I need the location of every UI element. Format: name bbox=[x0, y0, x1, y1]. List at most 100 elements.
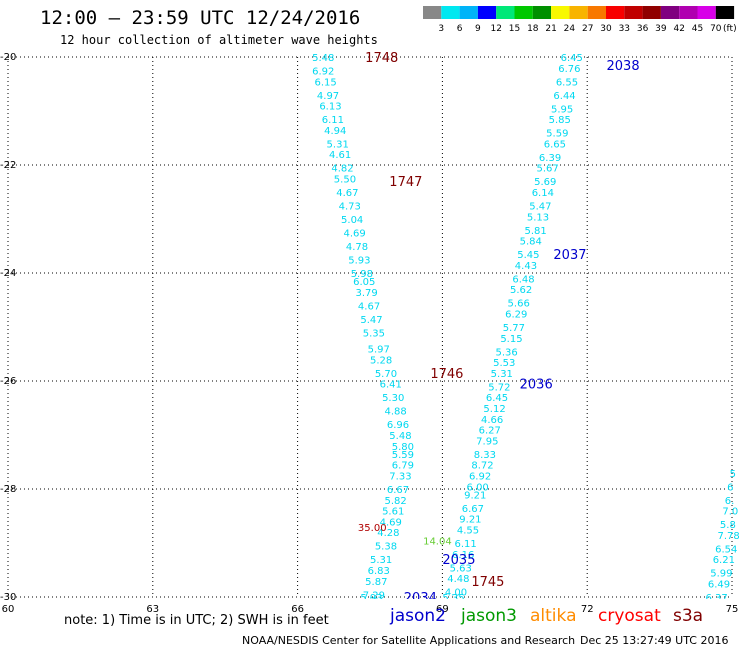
colorbar-tick-label: 36 bbox=[637, 24, 649, 34]
wave-height-value: 6.49 bbox=[708, 580, 730, 591]
wave-height-value: 6.16 bbox=[452, 550, 474, 561]
wave-height-value: 5.53 bbox=[493, 358, 515, 369]
wave-height-value: 5.28 bbox=[370, 355, 392, 366]
colorbar-tick-label: 24 bbox=[564, 24, 576, 34]
wave-height-value: 6.54 bbox=[715, 544, 737, 555]
wave-height-value: 5.12 bbox=[483, 404, 505, 415]
wave-height-value: 6.67 bbox=[462, 504, 484, 515]
x-tick-label: 69 bbox=[436, 604, 449, 615]
wave-height-value: 6.41 bbox=[380, 380, 402, 391]
colorbar-tick-label: 3 bbox=[438, 24, 444, 34]
colorbar-swatch bbox=[624, 6, 643, 19]
wave-height-value: 6.39 bbox=[539, 153, 561, 164]
pass-time-label: 1748 bbox=[365, 51, 398, 66]
wave-height-value: 5.95 bbox=[551, 104, 573, 115]
wave-height-value: 5.55 bbox=[703, 607, 725, 618]
colorbar-swatch bbox=[477, 6, 497, 19]
wave-height-value: 6 bbox=[727, 482, 733, 493]
wave-height-value: 5.47 bbox=[360, 315, 382, 326]
wave-height-value: 5.67 bbox=[537, 164, 559, 175]
wave-height-value: 6.45 bbox=[486, 393, 508, 404]
wave-height-value: 6.67 bbox=[387, 485, 409, 496]
colorbar-tick-label: 9 bbox=[475, 24, 481, 34]
colorbar-swatch bbox=[606, 6, 625, 19]
pass-time-label: 2035 bbox=[442, 553, 475, 568]
wave-height-value: 5.84 bbox=[520, 237, 542, 248]
color-scale-legend: 3 6 9 12 15 18 21 24 27 30 33 36 39 42 45 70 (ft) bbox=[423, 6, 737, 34]
wave-height-value: 6.79 bbox=[392, 461, 414, 472]
wave-height-value: 6.55 bbox=[556, 77, 578, 88]
wave-height-value: 4.67 bbox=[358, 301, 380, 312]
wave-height-value: 5.48 bbox=[312, 53, 334, 64]
wave-height-value: 5.93 bbox=[348, 256, 370, 267]
wave-height-value: 5.98 bbox=[351, 269, 373, 280]
wave-height-value: 5.48 bbox=[389, 431, 411, 442]
wave-height-value: 4.28 bbox=[377, 528, 399, 539]
wave-height-value: 5.77 bbox=[503, 323, 525, 334]
colorbar-swatch bbox=[642, 6, 661, 19]
wave-height-value: 4.94 bbox=[324, 126, 346, 137]
wave-height-value: 4.73 bbox=[339, 202, 361, 213]
wave-height-value: 6. bbox=[725, 496, 735, 507]
colorbar-tick-label: 21 bbox=[545, 24, 556, 34]
wave-height-value: 5.38 bbox=[375, 542, 397, 553]
colorbar-swatch bbox=[532, 6, 552, 19]
wave-height-value: 4.82 bbox=[331, 164, 353, 175]
wave-height-value: 5.69 bbox=[534, 177, 556, 188]
wave-height-value: 5.87 bbox=[365, 577, 387, 588]
wave-height-value: 7.95 bbox=[476, 436, 498, 447]
wave-height-value: 6.76 bbox=[558, 64, 580, 75]
wave-height-value: 6.00 bbox=[467, 482, 489, 493]
wave-height-value-high: 35.00 bbox=[358, 523, 387, 534]
wave-height-value: 4.55 bbox=[457, 526, 479, 537]
pass-time-label: 2036 bbox=[520, 378, 553, 393]
wave-height-value: 6.21 bbox=[713, 555, 735, 566]
wave-height-value: 4.00 bbox=[445, 588, 467, 599]
wave-height-value: 5.82 bbox=[384, 496, 406, 507]
colorbar-tick-label: 33 bbox=[619, 24, 630, 34]
y-tick-label: -20 bbox=[0, 52, 16, 63]
wave-height-value: 6.65 bbox=[544, 139, 566, 150]
wave-height-value: 7.29 bbox=[363, 590, 385, 601]
wave-height-value: 5.70 bbox=[375, 369, 397, 380]
wave-height-value: 5.04 bbox=[341, 215, 363, 226]
wave-height-value: 5 bbox=[730, 469, 736, 480]
chart-subtitle: 12 hour collection of altimeter wave hei… bbox=[60, 33, 378, 47]
wave-height-value: 9.21 bbox=[464, 490, 486, 501]
wave-height-value: 5.30 bbox=[382, 393, 404, 404]
wave-height-value: 6.13 bbox=[701, 620, 723, 631]
wave-height-value: 5.36 bbox=[495, 347, 517, 358]
colorbar-swatch bbox=[569, 6, 588, 19]
wave-height-value: 5.81 bbox=[524, 226, 546, 237]
wave-height-value: 5.97 bbox=[368, 345, 390, 356]
wave-height-value: 6.83 bbox=[368, 566, 390, 577]
colorbar-tick-label: 30 bbox=[600, 24, 612, 34]
wave-height-value: 5.15 bbox=[500, 334, 522, 345]
credit-text: NOAA/NESDIS Center for Satellite Applica… bbox=[242, 634, 576, 647]
pass-time-label: 2034 bbox=[404, 591, 437, 606]
colorbar-tick-label: 45 bbox=[692, 24, 703, 34]
legend-jason3: jason3 bbox=[461, 606, 517, 626]
wave-height-value: 5.45 bbox=[517, 250, 539, 261]
wave-height-value: 6.44 bbox=[553, 91, 575, 102]
wave-height-value: 6.29 bbox=[505, 310, 527, 321]
wave-height-value: 5.61 bbox=[382, 507, 404, 518]
x-tick-label: 66 bbox=[291, 604, 304, 615]
wave-height-value: 5.31 bbox=[491, 369, 513, 380]
x-tick-label: 75 bbox=[726, 604, 739, 615]
legend-cryosat: cryosat bbox=[598, 606, 661, 626]
wave-height-value: 5.72 bbox=[488, 382, 510, 393]
y-tick-label: -26 bbox=[0, 376, 16, 387]
wave-height-value: 5.59 bbox=[546, 129, 568, 140]
legend-altika: altika bbox=[530, 606, 577, 626]
wave-height-value: 6.14 bbox=[532, 188, 554, 199]
wave-height-value: 8.72 bbox=[471, 461, 493, 472]
wave-height-value: 6.45 bbox=[561, 53, 583, 64]
wave-height-value: 6.92 bbox=[312, 67, 334, 78]
wave-height-value: 5.59 bbox=[392, 450, 414, 461]
wave-height-value: 5.66 bbox=[508, 299, 530, 310]
colorbar-tick-label: 15 bbox=[509, 24, 520, 34]
wave-height-value: 7.0 bbox=[722, 507, 738, 518]
y-tick-label: -30 bbox=[0, 592, 16, 603]
